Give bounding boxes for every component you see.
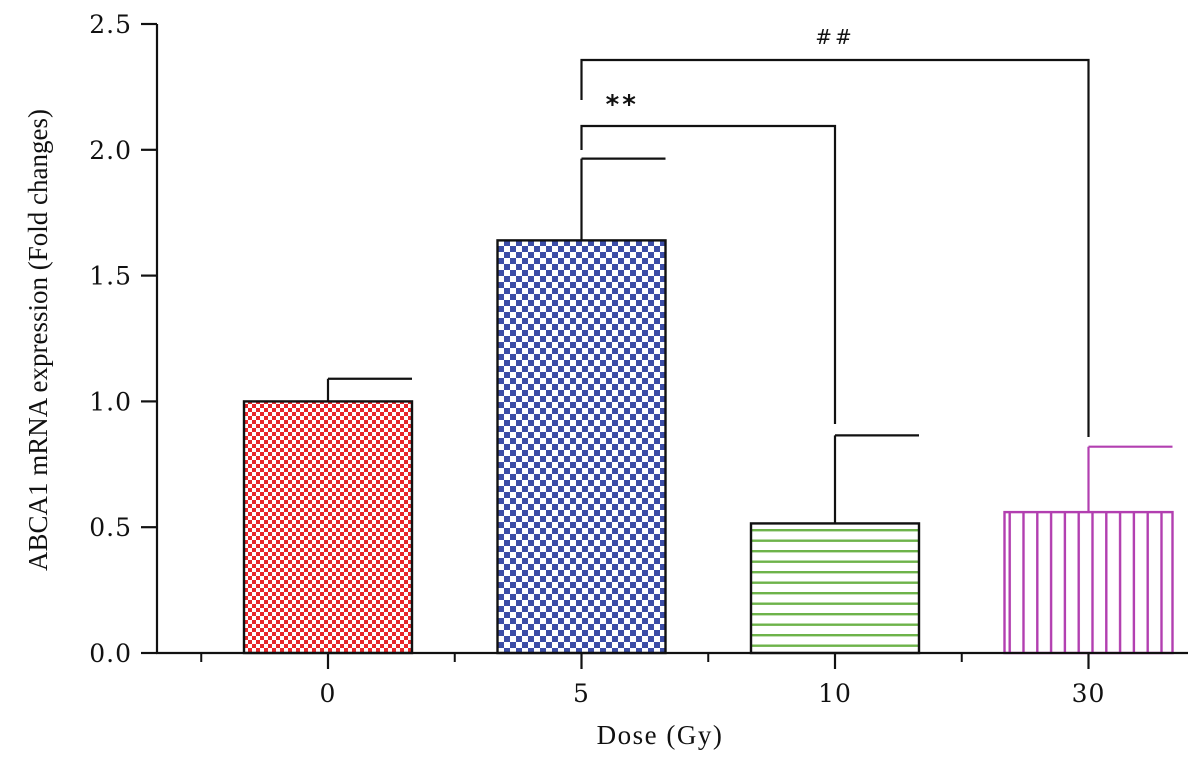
significance-bracket: [580, 58, 1090, 437]
x-axis-title: Dose (Gy): [597, 720, 724, 750]
y-tick-label: 2.0: [89, 136, 132, 165]
bar-30: [1003, 510, 1174, 655]
x-tick-label: 5: [573, 679, 590, 708]
y-tick-label: 1.5: [89, 262, 132, 291]
axes-layer: 0.0 0.5 1.0 1.5 2.0 2.5 0 5 10 30: [89, 10, 1188, 708]
y-tick-label: 1.0: [89, 387, 132, 416]
y-tick-label: 2.5: [89, 10, 132, 39]
significance-bracket: [580, 124, 837, 424]
x-tick-label: 30: [1072, 679, 1106, 708]
y-tick-label: 0.0: [89, 639, 132, 668]
significance-label: **: [606, 90, 639, 120]
x-tick-label: 0: [320, 679, 337, 708]
annotations-layer: ** ##: [580, 25, 1090, 437]
bars-layer: [242, 239, 1174, 655]
significance-label: ##: [815, 25, 855, 49]
error-bars-layer: [326, 157, 1173, 524]
x-tick-label: 10: [818, 679, 852, 708]
y-axis-title: ABCA1 mRNA expression (Fold changes): [23, 109, 53, 571]
bar-0: [242, 400, 414, 655]
y-tick-label: 0.5: [89, 513, 132, 542]
bar-5: [496, 239, 667, 655]
bar-10: [749, 522, 921, 655]
